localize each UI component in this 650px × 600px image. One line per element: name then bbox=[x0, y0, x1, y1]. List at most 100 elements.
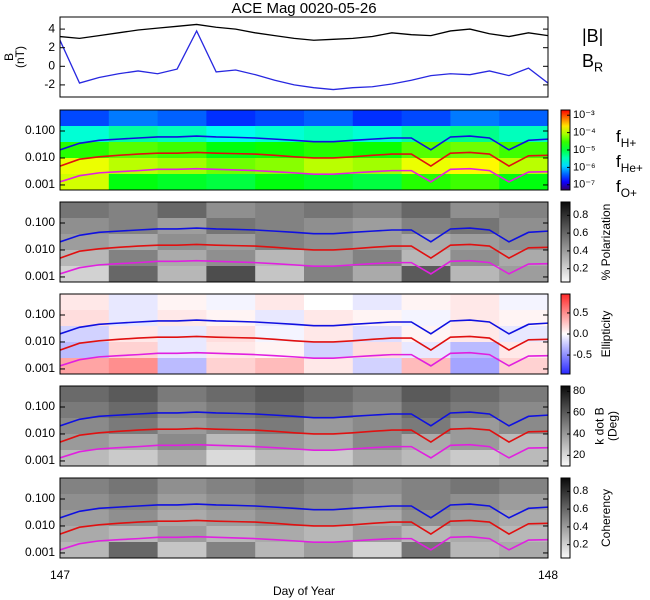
plot-frame bbox=[59, 477, 549, 559]
heatmap-cell bbox=[108, 202, 159, 219]
plot-frame bbox=[59, 16, 549, 98]
colorbar-label: Coherency bbox=[599, 489, 613, 547]
frequency-line bbox=[60, 443, 548, 459]
heatmap-cell bbox=[157, 494, 207, 511]
legend-label: fHe+ bbox=[616, 152, 643, 175]
heatmap-cell bbox=[450, 110, 500, 127]
heatmap-cell bbox=[304, 434, 354, 451]
line bbox=[60, 23, 548, 41]
heatmap-cell bbox=[401, 310, 451, 327]
heatmap-cell bbox=[450, 174, 500, 191]
heatmap-cell bbox=[450, 294, 500, 311]
heatmap-cell bbox=[304, 450, 354, 467]
x-tick-label: 148 bbox=[538, 568, 558, 582]
heatmap-cell bbox=[206, 174, 256, 191]
colorbar-tick-label: 80 bbox=[573, 385, 585, 397]
colorbar bbox=[560, 477, 571, 559]
x-axis-label: Day of Year bbox=[273, 584, 335, 598]
colorbar-tick-label: 10⁻⁷ bbox=[573, 179, 595, 191]
heatmap-cell bbox=[499, 266, 549, 283]
heatmap-cell bbox=[304, 526, 354, 543]
heatmap-cell bbox=[352, 450, 403, 467]
panel-0: B(nT) -2 0 2 4 bbox=[2, 16, 549, 98]
heatmap-cell bbox=[60, 310, 110, 327]
heatmap-cell bbox=[157, 510, 207, 527]
heatmap-cell bbox=[499, 326, 549, 343]
heatmap-cell bbox=[206, 478, 256, 495]
plot-frame bbox=[59, 109, 549, 191]
heatmap-cell bbox=[206, 234, 256, 251]
x-tick-label: 147 bbox=[50, 568, 70, 582]
colorbar-tick-label: 0.6 bbox=[573, 227, 588, 239]
heatmap-cell bbox=[352, 202, 403, 219]
heatmap-cell bbox=[206, 158, 256, 175]
heatmap-cell bbox=[157, 358, 207, 375]
heatmap-cell bbox=[401, 434, 451, 451]
heatmap-cell bbox=[60, 266, 110, 283]
heatmap-cell bbox=[499, 342, 549, 359]
heatmap-cell bbox=[304, 266, 354, 283]
heatmap-cell bbox=[450, 266, 500, 283]
colorbar-tick-label: -0.5 bbox=[573, 349, 592, 361]
heatmap-cell bbox=[401, 402, 451, 419]
colorbar-tick-label: 0.2 bbox=[573, 263, 588, 275]
heatmap-cell bbox=[108, 478, 159, 495]
panel-5: 0.2 0.4 0.6 0.8 Coherency 0.100 0.010 0.001 147 1… bbox=[25, 477, 613, 598]
colorbar-tick-label: 0.4 bbox=[573, 245, 588, 257]
heatmap-cell bbox=[499, 234, 549, 251]
frequency-line bbox=[60, 151, 548, 168]
frequency-line bbox=[60, 351, 548, 367]
y-axis-label: B bbox=[2, 53, 16, 61]
legend-label: BR bbox=[582, 51, 603, 75]
heatmap-cell bbox=[499, 526, 549, 543]
heatmap-cell bbox=[352, 266, 403, 283]
colorbar-tick-label: 20 bbox=[573, 449, 585, 461]
heatmap-cell bbox=[206, 418, 256, 435]
colorbar-label: Ellipticity bbox=[599, 311, 613, 358]
heatmap-cell bbox=[401, 510, 451, 527]
colorbar-label: % Polarization bbox=[599, 204, 613, 281]
heatmap-cell bbox=[255, 202, 305, 219]
heatmap-cell bbox=[304, 158, 354, 175]
chart-title: ACE Mag 0020-05-26 bbox=[231, 0, 376, 17]
heatmap-cell bbox=[157, 310, 207, 327]
heatmap-cell bbox=[60, 202, 110, 219]
heatmap-cell bbox=[157, 450, 207, 467]
y-tick-label: 0.100 bbox=[25, 307, 55, 321]
heatmap-cell bbox=[157, 234, 207, 251]
heatmap-cell bbox=[157, 402, 207, 419]
colorbar-tick-label: 0.2 bbox=[573, 539, 588, 551]
heatmap-cell bbox=[499, 402, 549, 419]
heatmap-cell bbox=[499, 218, 549, 235]
heatmap-cell bbox=[499, 110, 549, 127]
heatmap-cell bbox=[352, 478, 403, 495]
heatmap-cell bbox=[255, 358, 305, 375]
heatmap-cell bbox=[304, 218, 354, 235]
colorbar-tick-label: 40 bbox=[573, 428, 585, 440]
heatmap-cell bbox=[304, 250, 354, 267]
heatmap-cell bbox=[401, 294, 451, 311]
heatmap-cell bbox=[450, 542, 500, 559]
heatmap-cell bbox=[108, 110, 159, 127]
heatmap-cell bbox=[206, 126, 256, 143]
legend-label: fH+ bbox=[616, 127, 636, 150]
heatmap-cell bbox=[206, 542, 256, 559]
heatmap-cell bbox=[304, 478, 354, 495]
heatmap-cell bbox=[401, 358, 451, 375]
heatmap-cell bbox=[157, 158, 207, 175]
y-tick-label: 4 bbox=[48, 21, 55, 35]
heatmap-cell bbox=[304, 510, 354, 527]
heatmap-cell bbox=[401, 218, 451, 235]
panel-2: 0.2 0.4 0.6 0.8 % Polarization 0.100 0.010 0.00… bbox=[25, 201, 613, 283]
heatmap-cell bbox=[206, 450, 256, 467]
heatmap-cell bbox=[108, 358, 159, 375]
panel-3: -0.5 0.0 0.5 Ellipticity 0.100 0.010 0.001 bbox=[25, 293, 613, 375]
colorbar-tick-label: 10⁻⁵ bbox=[573, 144, 596, 156]
heatmap-cell bbox=[157, 294, 207, 311]
heatmap-cell bbox=[255, 158, 305, 175]
heatmap-cell bbox=[352, 174, 403, 191]
y-tick-label: 0 bbox=[48, 58, 55, 72]
heatmap-cell bbox=[108, 294, 159, 311]
heatmap-cell bbox=[255, 434, 305, 451]
